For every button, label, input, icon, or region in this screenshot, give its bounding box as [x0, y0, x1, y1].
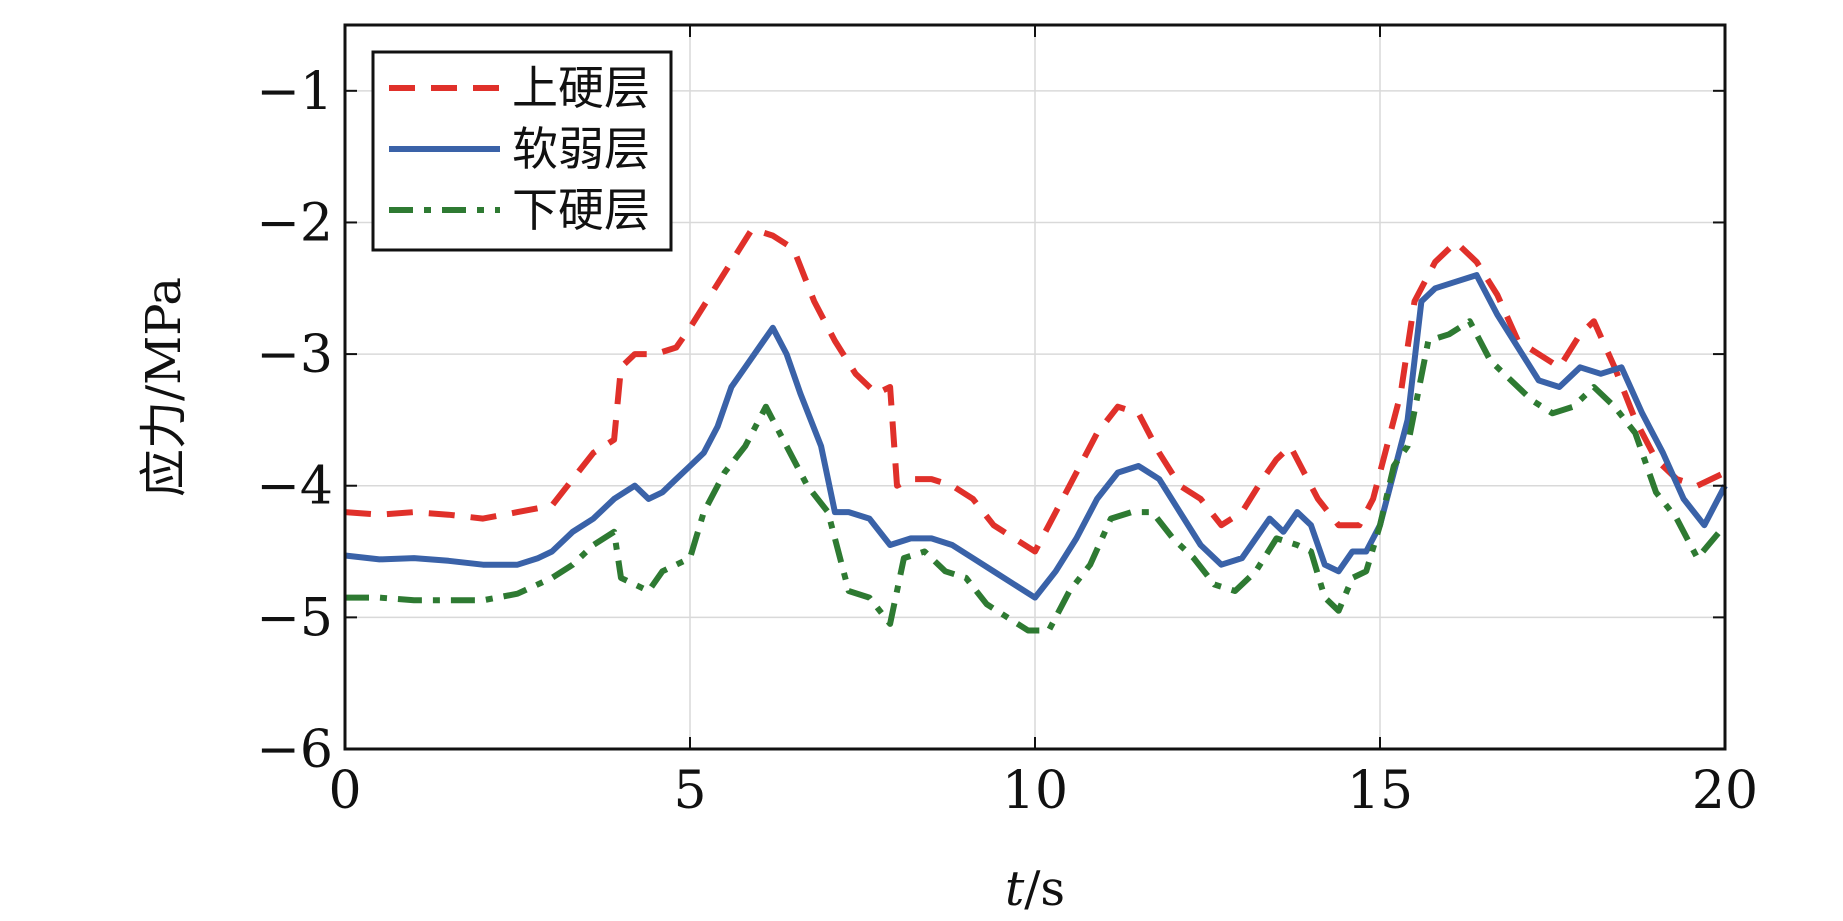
x-tick-label: 20: [1692, 761, 1758, 821]
y-tick-labels: −1 −2 −3 −4 −5 −6: [256, 62, 333, 780]
y-tick-label: −1: [256, 62, 333, 122]
x-tick-label: 10: [1002, 761, 1068, 821]
y-tick-label: −4: [256, 457, 333, 517]
x-axis-label-variable: t: [1005, 861, 1025, 917]
series-lines: [344, 226, 1728, 634]
tick-marks: [344, 25, 1726, 750]
x-tick-label: 0: [328, 761, 361, 821]
y-tick-label: −5: [256, 588, 333, 648]
x-tick-labels: 0 5 10 15 20: [328, 761, 1758, 821]
y-tick-label: −2: [256, 193, 333, 253]
x-axis-label: t/s: [1005, 861, 1065, 917]
series-line: [345, 318, 1728, 634]
y-tick-label: −3: [256, 325, 333, 385]
y-axis-label: 应力/MPa: [136, 277, 192, 497]
x-axis-label-unit: /s: [1024, 861, 1065, 917]
series-line: [344, 272, 1728, 601]
x-tick-label: 15: [1347, 761, 1413, 821]
series-line: [344, 226, 1727, 555]
x-tick-label: 5: [673, 761, 706, 821]
y-tick-label: −6: [256, 720, 333, 780]
legend-label: 软弱层: [512, 122, 650, 176]
legend-label: 下硬层: [512, 183, 650, 237]
legend-label: 上硬层: [512, 61, 650, 115]
